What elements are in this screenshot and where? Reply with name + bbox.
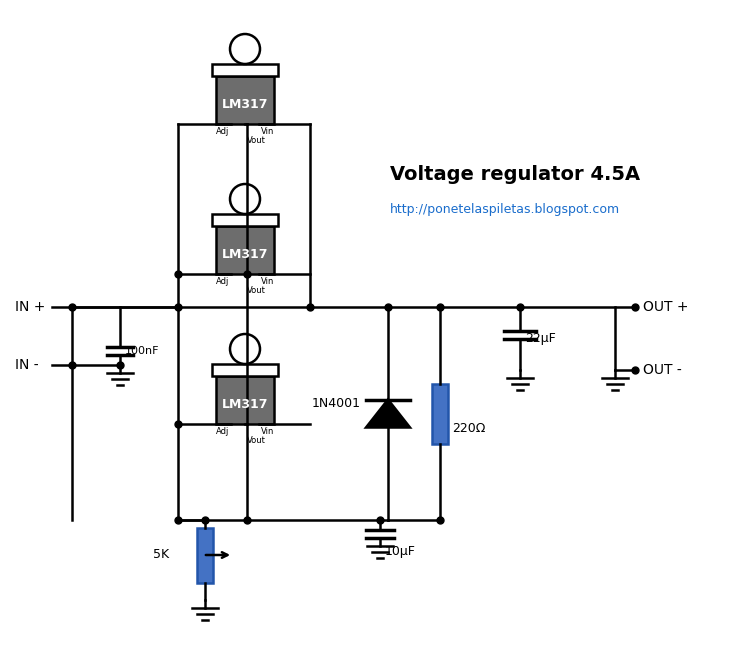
Text: IN +: IN + [15, 300, 46, 314]
Circle shape [230, 334, 260, 364]
Circle shape [230, 184, 260, 214]
Text: Vout: Vout [247, 286, 266, 295]
Bar [216, 376, 274, 424]
Circle shape [230, 34, 260, 64]
Text: 1N4001: 1N4001 [312, 397, 361, 410]
Text: Vin: Vin [261, 127, 275, 136]
Text: Vout: Vout [247, 436, 266, 445]
Text: IN -: IN - [15, 358, 38, 372]
Bar [212, 214, 278, 226]
Text: 100nF: 100nF [125, 346, 160, 356]
Text: OUT +: OUT + [643, 300, 688, 314]
Bar [216, 226, 274, 274]
Bar [212, 364, 278, 376]
Text: 22μF: 22μF [525, 332, 556, 345]
Bar [432, 384, 448, 443]
Bar [212, 64, 278, 76]
Text: Adj: Adj [216, 277, 229, 286]
Text: LM317: LM317 [222, 99, 268, 112]
Text: OUT -: OUT - [643, 363, 682, 377]
Text: 220Ω: 220Ω [452, 422, 485, 435]
Text: Vin: Vin [261, 277, 275, 286]
Text: http://ponetelaspiletas.blogspot.com: http://ponetelaspiletas.blogspot.com [390, 203, 620, 216]
Text: Adj: Adj [216, 127, 229, 136]
Text: 5K: 5K [153, 549, 169, 562]
Polygon shape [366, 400, 410, 428]
Text: Voltage regulator 4.5A: Voltage regulator 4.5A [390, 166, 640, 185]
Bar [197, 528, 213, 582]
Bar [216, 76, 274, 124]
Text: LM317: LM317 [222, 398, 268, 411]
Text: 10μF: 10μF [385, 545, 416, 558]
Text: Vout: Vout [247, 136, 266, 145]
Text: LM317: LM317 [222, 248, 268, 261]
Text: Adj: Adj [216, 427, 229, 436]
Text: Vin: Vin [261, 427, 275, 436]
